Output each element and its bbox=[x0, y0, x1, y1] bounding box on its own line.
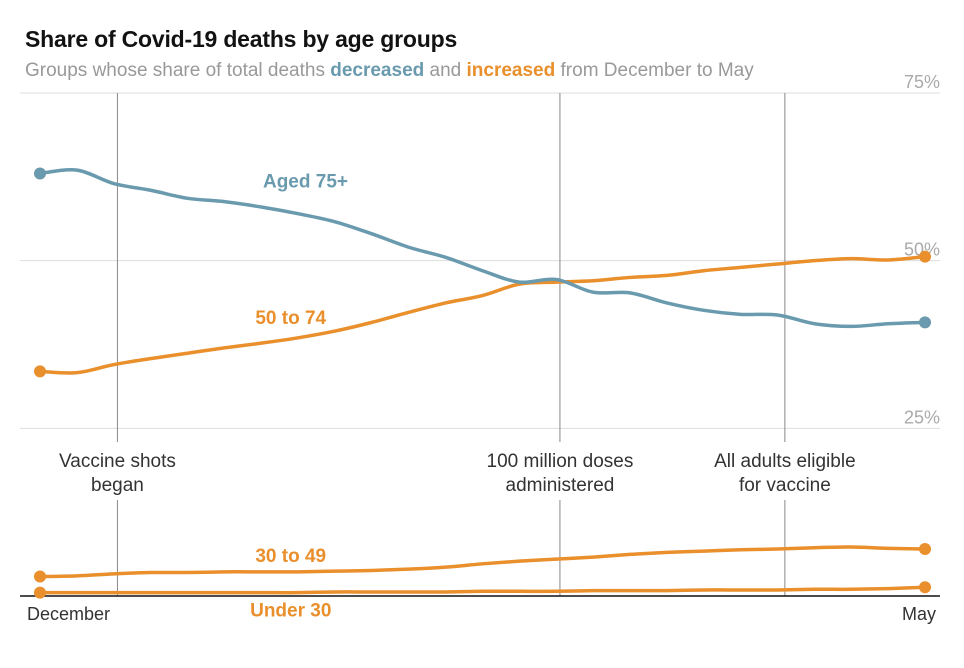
annotation-label: administered bbox=[506, 475, 615, 496]
subtitle-increased: increased bbox=[466, 60, 556, 81]
series-end-point bbox=[919, 250, 931, 263]
series-line-50-to-74 bbox=[38, 254, 927, 375]
series-label: 30 to 49 bbox=[255, 546, 326, 567]
annotation-label: began bbox=[91, 475, 144, 496]
annotation-label: All adults eligible bbox=[714, 451, 856, 472]
x-tick-label: May bbox=[902, 604, 936, 624]
subtitle-pre: Groups whose share of total deaths bbox=[25, 60, 331, 81]
series-line-30-to-49 bbox=[38, 545, 927, 579]
y-tick-label: 25% bbox=[904, 407, 940, 427]
subtitle-decreased: decreased bbox=[330, 60, 425, 81]
series-start-point bbox=[34, 167, 46, 180]
x-tick-label: December bbox=[27, 604, 110, 624]
series-line-under-30 bbox=[38, 585, 927, 595]
series-end-point bbox=[919, 543, 931, 556]
chart-title: Share of Covid-19 deaths by age groups bbox=[25, 26, 458, 52]
series-label: Under 30 bbox=[250, 601, 331, 622]
series-end-point bbox=[919, 316, 931, 329]
series-start-point bbox=[34, 570, 46, 583]
y-tick-label: 50% bbox=[904, 240, 940, 260]
series-start-point bbox=[34, 365, 46, 378]
subtitle-mid: and bbox=[424, 60, 467, 81]
series-end-point bbox=[919, 581, 931, 594]
series-start-point bbox=[34, 586, 46, 599]
series-line-aged-75 bbox=[38, 168, 927, 329]
annotation-label: Vaccine shots bbox=[59, 451, 176, 472]
series-label: 50 to 74 bbox=[255, 308, 326, 329]
annotation-label: for vaccine bbox=[739, 475, 831, 496]
annotation-label: 100 million doses bbox=[487, 451, 634, 472]
y-tick-label: 75% bbox=[904, 72, 940, 92]
chart-subtitle: Groups whose share of total deaths decre… bbox=[25, 60, 754, 82]
series-label: Aged 75+ bbox=[263, 172, 348, 193]
subtitle-post: from December to May bbox=[555, 60, 754, 81]
